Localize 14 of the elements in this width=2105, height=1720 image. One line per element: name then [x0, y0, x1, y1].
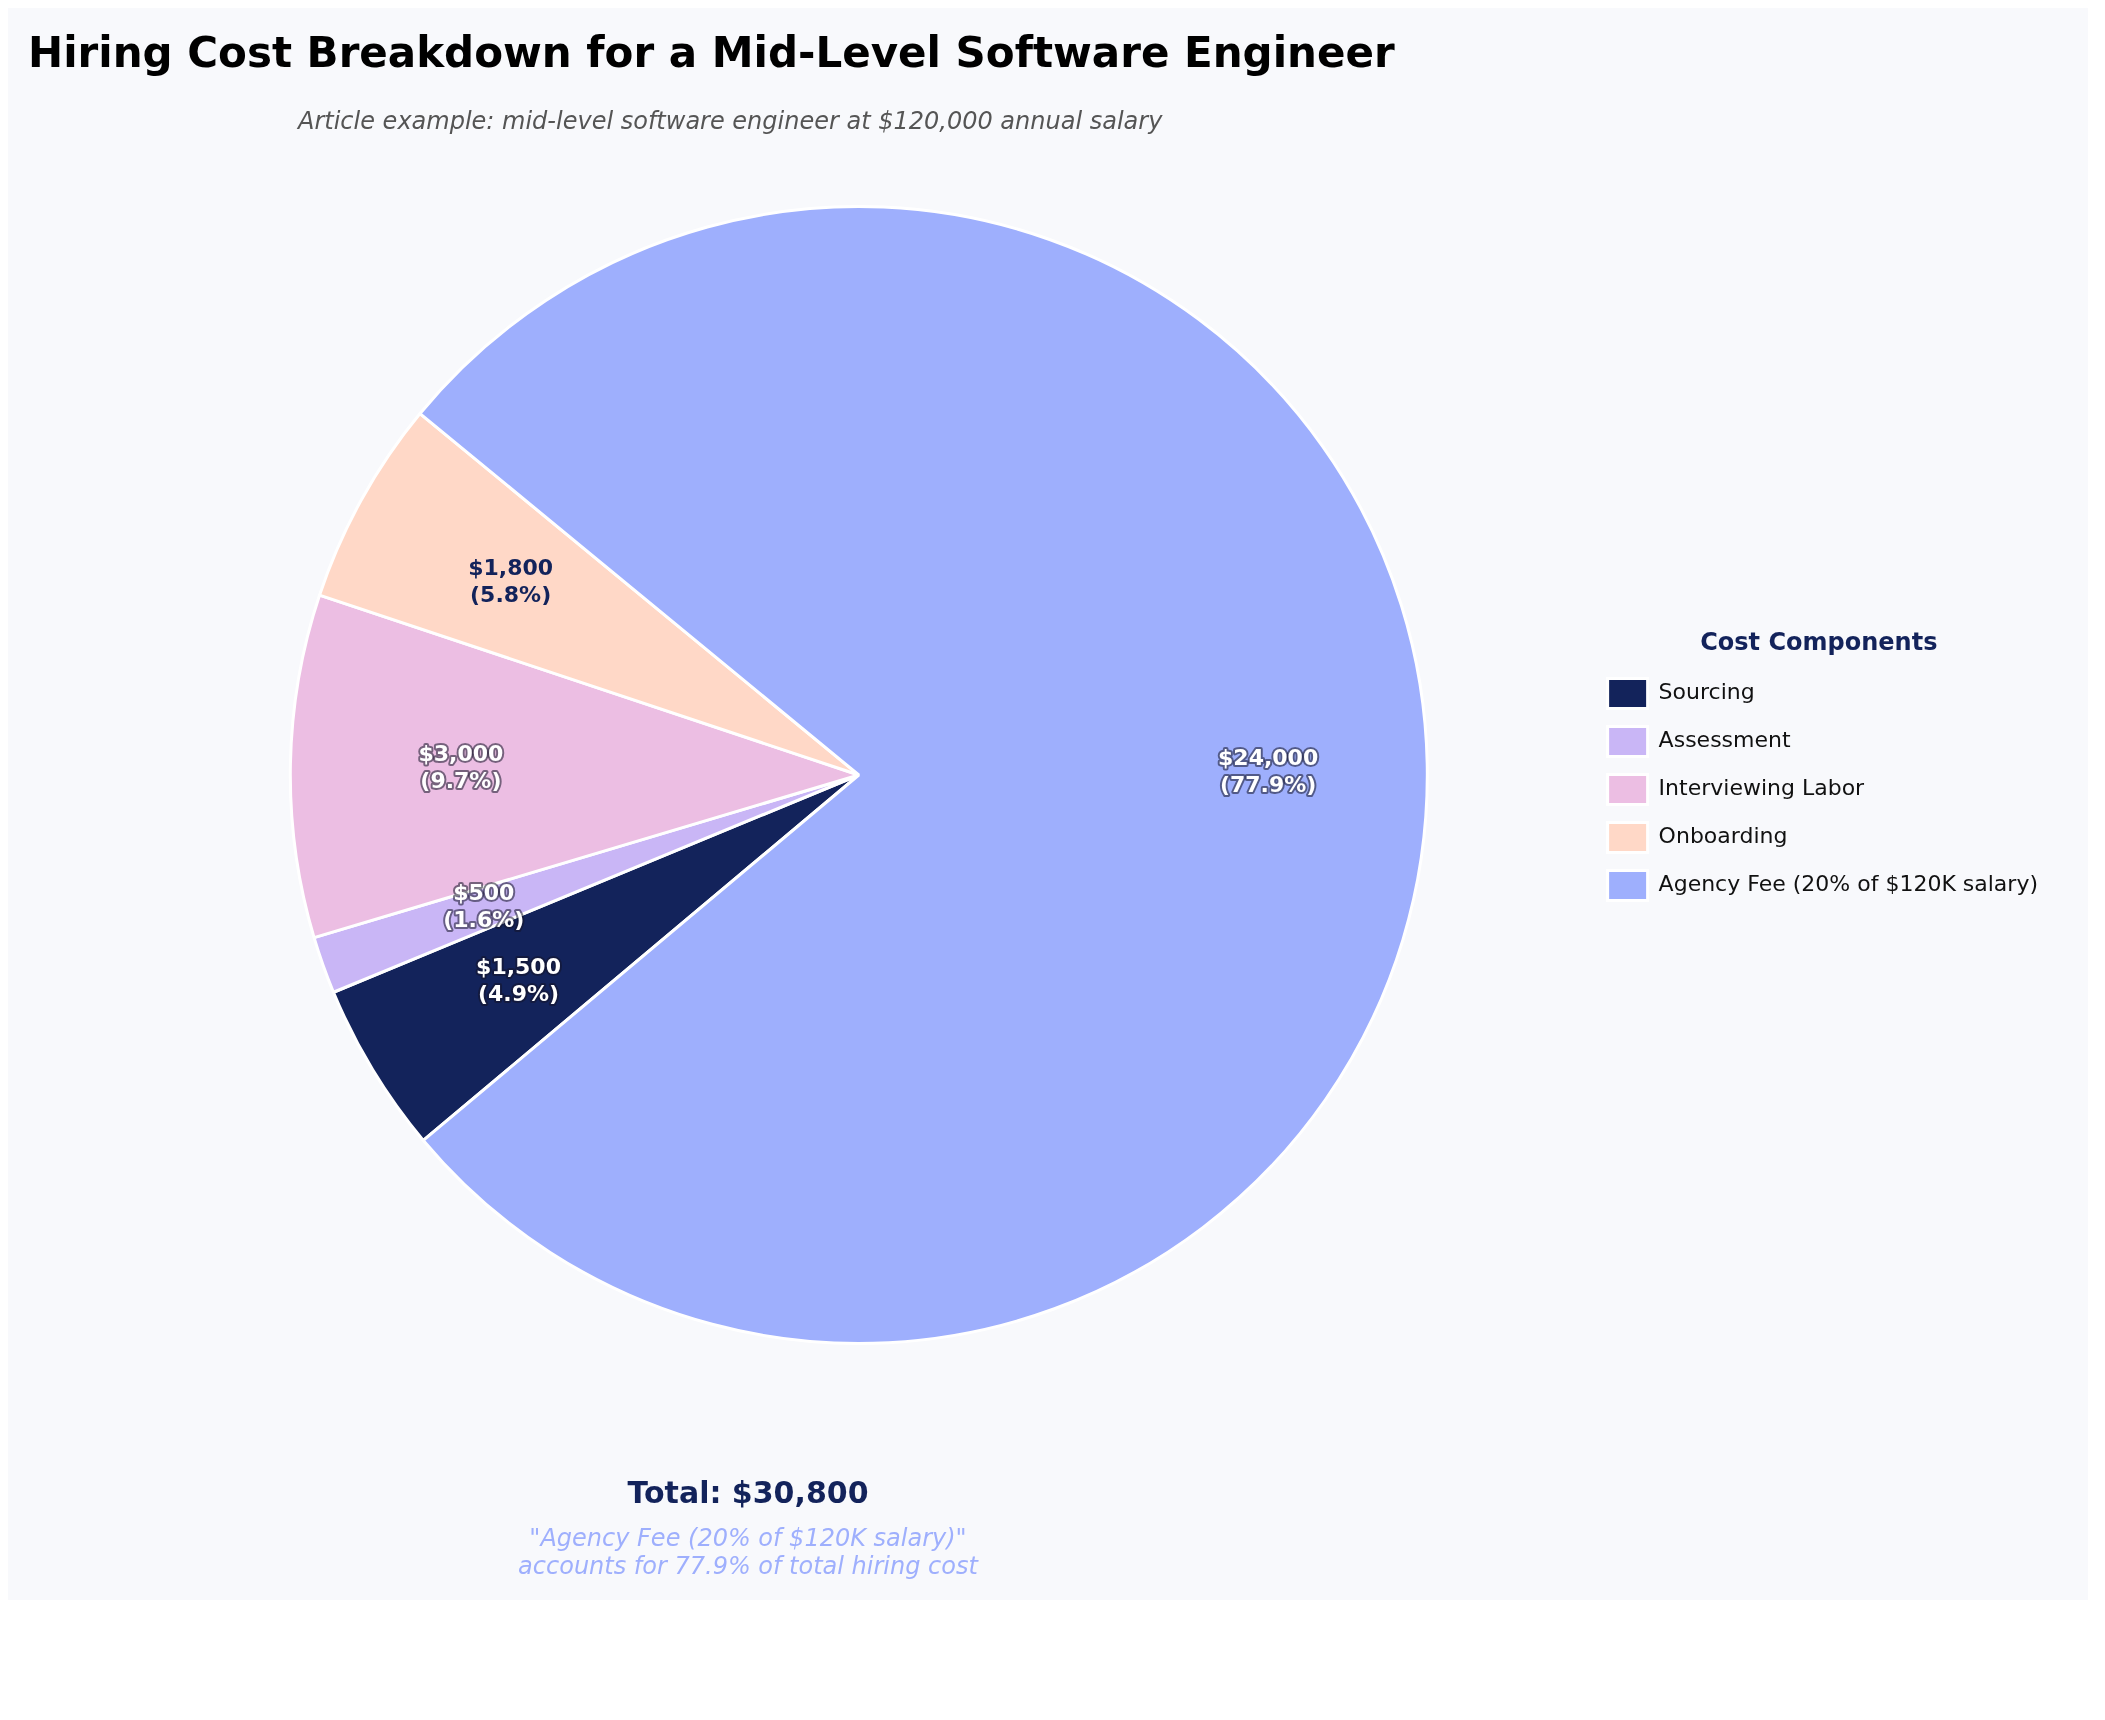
text: "Agency Fee (20% of $120K salary)" accounts for 77.9% of total hiring cost: [517, 1524, 980, 1580]
legend-label: Sourcing: [1658, 679, 1755, 705]
legend-label: Interviewing Labor: [1658, 775, 1866, 801]
legend-label: Onboarding: [1658, 823, 1788, 849]
data-label: $24,000 (77.9%): [1218, 745, 1319, 798]
data-label: $1,500 (4.9%): [476, 953, 561, 1006]
legend-title: Cost Components: [1700, 627, 1938, 656]
text: Total: $30,800: [626, 1475, 870, 1510]
chart-title: Hiring Cost Breakdown for a Mid-Level Software Engineer: [27, 28, 1396, 77]
data-label: $1,800 (5.8%): [468, 554, 554, 607]
legend-label: Assessment: [1658, 727, 1791, 753]
data-label: $3,000 (9.7%): [418, 740, 504, 793]
legend-label: Agency Fee (20% of $120K salary): [1658, 871, 2039, 897]
chart-subtitle: Article example: mid-level software engineer at $120,000 annual salary: [296, 107, 1164, 135]
